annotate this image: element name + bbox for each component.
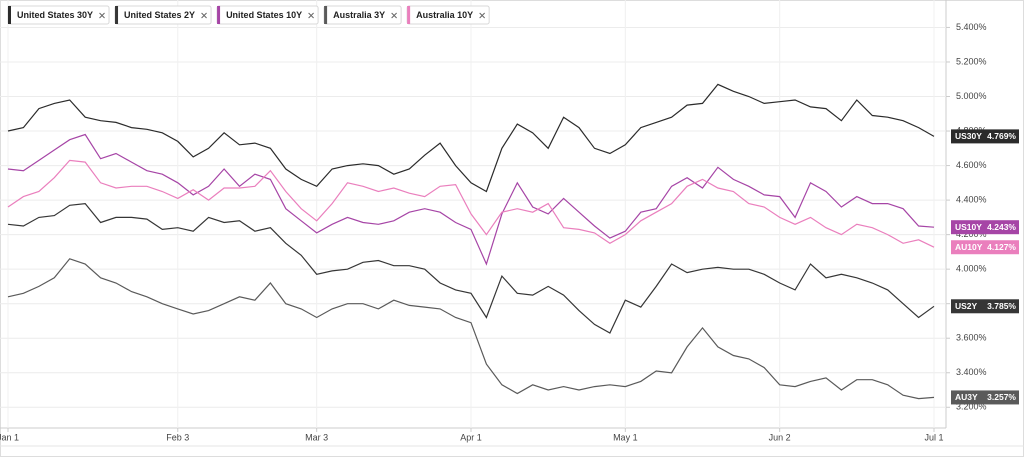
end-tag-value: 3.785% bbox=[987, 301, 1016, 311]
end-tag-value: 4.769% bbox=[987, 131, 1016, 141]
x-tick-label: May 1 bbox=[613, 432, 638, 442]
y-tick-label: 3.600% bbox=[956, 333, 987, 343]
legend-label: United States 2Y bbox=[124, 10, 195, 20]
end-tag-box bbox=[951, 390, 1019, 405]
legend-item[interactable]: Australia 3Y bbox=[323, 5, 402, 25]
legend-label: United States 10Y bbox=[226, 10, 302, 20]
legend-close[interactable] bbox=[99, 12, 105, 19]
end-tag: US30Y 4.769% bbox=[951, 129, 1019, 144]
y-tick-label: 5.400% bbox=[956, 22, 987, 32]
legend-item[interactable]: United States 10Y bbox=[216, 5, 319, 25]
legend-item[interactable]: Australia 10Y bbox=[406, 5, 490, 25]
end-tag-box bbox=[951, 299, 1019, 314]
end-tag-name: AU3Y bbox=[955, 392, 978, 402]
legend-item[interactable]: United States 2Y bbox=[114, 5, 212, 25]
x-tick-label: Feb 3 bbox=[166, 432, 189, 442]
legend-close[interactable] bbox=[308, 12, 314, 19]
end-tag-name: US30Y bbox=[955, 131, 982, 141]
x-tick-label: Jul 1 bbox=[924, 432, 943, 442]
end-tag: US2Y 3.785% bbox=[951, 299, 1019, 314]
x-tick-label: Jun 2 bbox=[769, 432, 791, 442]
y-tick-label: 3.200% bbox=[956, 402, 987, 412]
series-line bbox=[7, 83, 935, 193]
y-tick-label: 4.000% bbox=[956, 264, 987, 274]
end-tag: AU3Y 3.257% bbox=[951, 390, 1019, 405]
x-tick-label: Jan 1 bbox=[0, 432, 19, 442]
end-tag-value: 4.243% bbox=[987, 222, 1016, 232]
y-tick-label: 4.400% bbox=[956, 194, 987, 204]
legend-label: United States 30Y bbox=[17, 10, 93, 20]
end-tag-name: US10Y bbox=[955, 222, 982, 232]
end-tag-name: AU10Y bbox=[955, 242, 983, 252]
series-line bbox=[7, 258, 935, 400]
legend-swatch bbox=[407, 6, 411, 24]
legend-label: Australia 3Y bbox=[333, 10, 385, 20]
y-tick-label: 4.600% bbox=[956, 160, 987, 170]
end-tag-value: 4.127% bbox=[987, 242, 1016, 252]
legend-swatch bbox=[217, 6, 221, 24]
end-tag-value: 3.257% bbox=[987, 392, 1016, 402]
end-tag-box bbox=[951, 129, 1019, 144]
x-tick-label: Mar 3 bbox=[305, 432, 328, 442]
legend-swatch bbox=[324, 6, 328, 24]
series-line bbox=[7, 202, 935, 334]
y-tick-label: 5.200% bbox=[956, 56, 987, 66]
end-tag-box bbox=[951, 220, 1019, 235]
x-tick-label: Apr 1 bbox=[460, 432, 482, 442]
series-line bbox=[7, 133, 935, 266]
series-line bbox=[7, 159, 935, 248]
legend-swatch bbox=[8, 6, 11, 24]
legend-label: Australia 10Y bbox=[416, 10, 473, 20]
legend-close[interactable] bbox=[201, 12, 207, 19]
legend-swatch bbox=[115, 6, 119, 24]
plot bbox=[0, 0, 946, 428]
grid bbox=[0, 0, 946, 428]
end-tag-name: US2Y bbox=[955, 301, 978, 311]
legend-close[interactable] bbox=[479, 12, 486, 19]
y-tick-label: 3.400% bbox=[956, 367, 987, 377]
legend-item[interactable]: United States 30Y bbox=[7, 5, 110, 25]
y-tick-label: 5.000% bbox=[956, 91, 987, 101]
legend-close[interactable] bbox=[391, 12, 397, 19]
end-tag: AU10Y 4.127% bbox=[951, 240, 1019, 255]
end-tag-box bbox=[951, 240, 1019, 255]
end-tag: US10Y 4.243% bbox=[951, 220, 1019, 235]
